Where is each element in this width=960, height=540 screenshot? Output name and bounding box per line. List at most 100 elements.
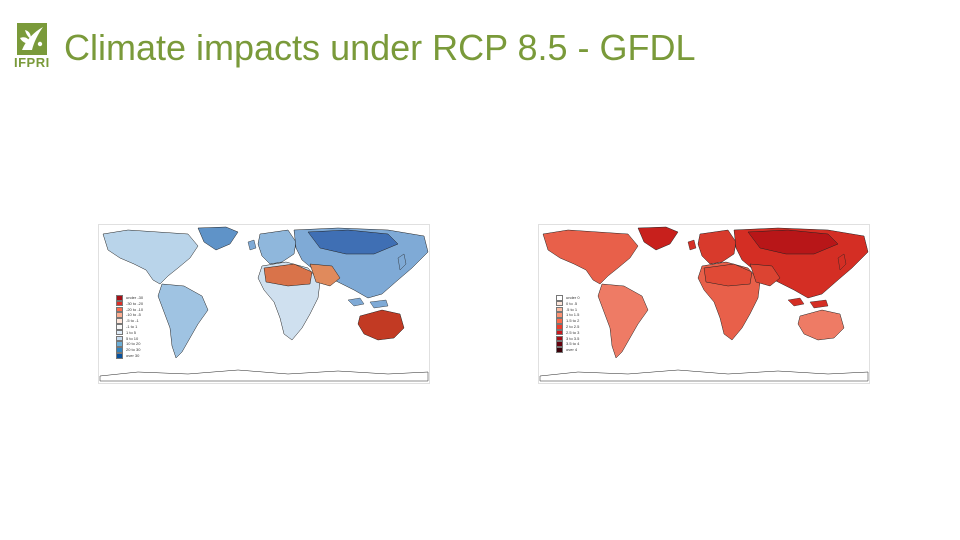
island-1 bbox=[809, 299, 829, 309]
region-south-america bbox=[597, 283, 649, 359]
legend-label: 2.5 to 3 bbox=[566, 329, 580, 335]
legend-label: -5 to -1 bbox=[126, 318, 139, 324]
legend-item: 3 to 3.5 bbox=[556, 336, 616, 342]
region-middle-east bbox=[749, 263, 781, 287]
legend-item: 2 to 2.5 bbox=[556, 324, 616, 330]
legend-swatch bbox=[116, 312, 123, 319]
legend-label: 2 to 2.5 bbox=[566, 323, 580, 329]
legend-label: 0 to .5 bbox=[566, 300, 578, 306]
region-europe bbox=[257, 229, 297, 265]
region-north-america bbox=[102, 229, 199, 285]
legend-item: -5 to -1 bbox=[116, 318, 176, 324]
world-map bbox=[538, 224, 870, 384]
legend-label: under -30 bbox=[126, 295, 144, 300]
legend-swatch bbox=[116, 347, 123, 353]
logo-text: IFPRI bbox=[14, 55, 50, 70]
legend-label: 10 to 20 bbox=[126, 341, 141, 347]
legend-swatch bbox=[556, 341, 563, 348]
legend-swatch bbox=[556, 300, 563, 307]
legend-swatch bbox=[116, 306, 123, 313]
legend-label: 1.5 to 2 bbox=[566, 318, 580, 324]
legend-item: 10 to 20 bbox=[116, 341, 176, 348]
island-2 bbox=[397, 253, 407, 271]
legend-swatch bbox=[556, 312, 563, 319]
legend-swatch bbox=[556, 335, 563, 342]
map-frame bbox=[538, 224, 870, 384]
legend-item: 1 to 1.5 bbox=[556, 312, 616, 319]
legend-item: 2.5 to 3 bbox=[556, 330, 616, 336]
slide-title: Climate impacts under RCP 8.5 - GFDL bbox=[64, 27, 696, 68]
legend-label: 20 to 30 bbox=[126, 347, 141, 353]
region-siberia bbox=[307, 229, 399, 255]
legend-item: 1 to 5 bbox=[116, 330, 176, 336]
map-frame bbox=[98, 224, 430, 384]
legend-label: over 4 bbox=[566, 347, 578, 353]
region-sahara bbox=[703, 263, 753, 287]
legend-item: 0 to .5 bbox=[556, 301, 616, 307]
precipitation-change-map: under -30 -30 to -20 -20 to -10 -10 to -5 -5… bbox=[98, 224, 430, 384]
legend-swatch bbox=[116, 335, 123, 342]
region-europe bbox=[697, 229, 737, 265]
legend-item: .5 to 1 bbox=[556, 307, 616, 313]
legend-label: over 30 bbox=[126, 352, 140, 358]
region-north-america bbox=[542, 229, 639, 285]
legend-swatch bbox=[556, 324, 563, 330]
legend-swatch bbox=[116, 300, 123, 307]
legend-swatch bbox=[116, 295, 123, 301]
legend-label: -10 to -5 bbox=[126, 312, 141, 318]
region-middle-east bbox=[309, 263, 341, 287]
legend-swatch bbox=[116, 318, 123, 324]
legend-item: -30 to -20 bbox=[116, 301, 176, 307]
legend-swatch bbox=[556, 347, 563, 353]
region-greenland bbox=[637, 226, 679, 251]
legend-swatch bbox=[116, 329, 123, 336]
region-antarctica bbox=[539, 369, 869, 382]
legend-label: .5 to 1 bbox=[566, 306, 578, 312]
legend-swatch bbox=[116, 324, 123, 330]
region-sahara bbox=[263, 263, 313, 287]
map-legend: under -30 -30 to -20 -20 to -10 -10 to -5 -5… bbox=[116, 295, 176, 359]
legend-swatch bbox=[556, 329, 563, 336]
legend-item: under 0 bbox=[556, 295, 616, 301]
island-1 bbox=[369, 299, 389, 309]
legend-label: under 0 bbox=[566, 295, 580, 300]
legend-item: over 30 bbox=[116, 353, 176, 359]
region-antarctica bbox=[99, 369, 429, 382]
region-greenland bbox=[197, 226, 239, 251]
legend-label: 3.5 to 4 bbox=[566, 341, 580, 347]
region-south-america bbox=[157, 283, 209, 359]
legend-item: 20 to 30 bbox=[116, 347, 176, 353]
legend-item: 5 to 10 bbox=[116, 336, 176, 342]
legend-swatch bbox=[556, 295, 563, 301]
legend-label: -1 to 1 bbox=[126, 323, 138, 329]
legend-item: -1 to 1 bbox=[116, 324, 176, 330]
legend-item: under -30 bbox=[116, 295, 176, 301]
region-siberia bbox=[747, 229, 839, 255]
legend-item: over 4 bbox=[556, 347, 616, 353]
region-australia bbox=[357, 309, 405, 341]
legend-item: 3.5 to 4 bbox=[556, 341, 616, 348]
world-map bbox=[98, 224, 430, 384]
island-2 bbox=[837, 253, 847, 271]
legend-label: 1 to 5 bbox=[126, 329, 137, 335]
ifpri-leaf-icon bbox=[17, 23, 47, 55]
legend-swatch bbox=[116, 341, 123, 348]
legend-swatch bbox=[556, 306, 563, 313]
island-3 bbox=[687, 239, 697, 251]
legend-swatch bbox=[556, 318, 563, 324]
island-0 bbox=[787, 297, 805, 307]
ifpri-logo: IFPRI bbox=[14, 22, 54, 74]
legend-item: 1.5 to 2 bbox=[556, 318, 616, 324]
legend-label: -20 to -10 bbox=[126, 306, 144, 312]
island-3 bbox=[247, 239, 257, 251]
legend-label: -30 to -20 bbox=[126, 300, 144, 306]
legend-label: 3 to 3.5 bbox=[566, 335, 580, 341]
region-australia bbox=[797, 309, 845, 341]
legend-swatch bbox=[116, 353, 123, 359]
legend-item: -20 to -10 bbox=[116, 307, 176, 313]
legend-label: 1 to 1.5 bbox=[566, 312, 580, 318]
island-0 bbox=[347, 297, 365, 307]
legend-item: -10 to -5 bbox=[116, 312, 176, 319]
